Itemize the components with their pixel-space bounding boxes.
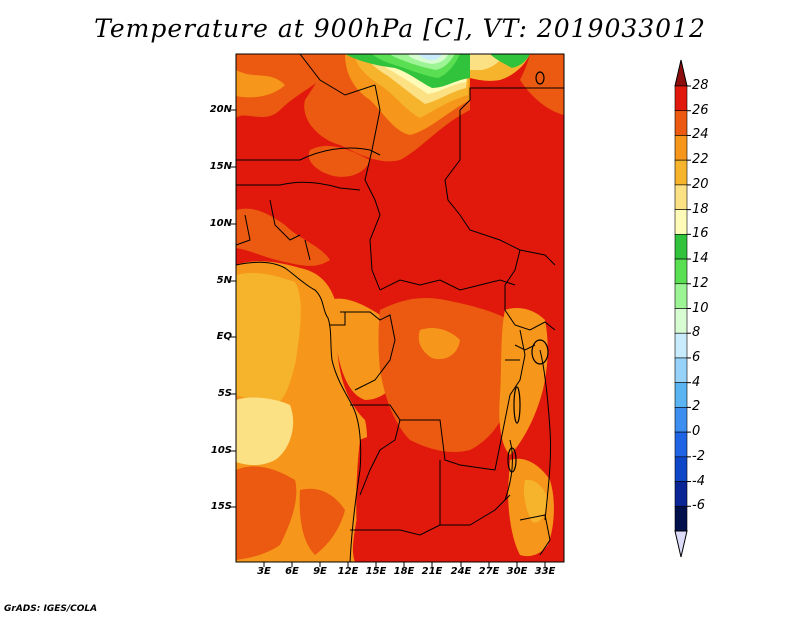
- field-lakes-22: [499, 308, 548, 455]
- field-atl-20: [236, 272, 301, 405]
- colorbar-label: 18: [692, 201, 709, 217]
- colorbar: [674, 59, 691, 558]
- colorbar-swatch: [674, 481, 688, 507]
- colorbar-bottom-triangle: [674, 530, 688, 558]
- colorbar-label: 6: [692, 349, 701, 365]
- field-ne-14: [490, 54, 530, 68]
- lon-label-21e: 21E: [421, 566, 443, 577]
- field-atl-24: [236, 466, 297, 560]
- colorbar-swatch: [674, 382, 688, 408]
- colorbar-swatch: [674, 283, 688, 309]
- colorbar-label: 10: [692, 300, 709, 316]
- lon-label-30e: 30E: [506, 566, 528, 577]
- colorbar-swatch: [674, 110, 688, 136]
- political-borders: [236, 54, 564, 562]
- lat-label-20n: 20N: [209, 104, 232, 115]
- colorbar-swatch: [674, 234, 688, 260]
- lon-label-33e: 33E: [534, 566, 556, 577]
- lat-label-15n: 15N: [209, 161, 232, 172]
- colorbar-swatch: [674, 135, 688, 161]
- field-central-24: [378, 298, 516, 452]
- field-n-6: [418, 54, 442, 60]
- lat-label-10s: 10S: [210, 445, 232, 456]
- lon-label-12e: 12E: [337, 566, 359, 577]
- colorbar-label: -6: [692, 498, 705, 514]
- colorbar-label: 0: [692, 424, 701, 440]
- lon-label-24e: 24E: [450, 566, 472, 577]
- colorbar-label: 4: [692, 374, 701, 390]
- colorbar-swatch: [674, 258, 688, 285]
- colorbar-swatch: [674, 209, 688, 235]
- map-frame: [235, 53, 565, 563]
- lon-label-3e: 3E: [257, 566, 271, 577]
- colorbar-swatch: [674, 456, 688, 482]
- colorbar-label: 26: [692, 102, 709, 118]
- lat-label-eq: EQ: [216, 331, 232, 342]
- colorbar-label: 28: [692, 78, 709, 93]
- colorbar-swatch: [674, 184, 688, 210]
- field-w-24: [236, 208, 330, 266]
- field-ne-24: [520, 54, 564, 115]
- lat-label-10n: 10N: [209, 218, 232, 229]
- colorbar-swatch: [674, 407, 688, 433]
- colorbar-swatch: [674, 431, 688, 458]
- colorbar-label: 14: [692, 251, 709, 267]
- colorbar-swatch: [674, 357, 688, 383]
- lon-label-15e: 15E: [365, 566, 387, 577]
- lon-label-6e: 6E: [285, 566, 299, 577]
- axis-ticks: [231, 109, 546, 567]
- field-se-20: [523, 479, 548, 523]
- field-nw-24: [236, 54, 345, 118]
- colorbar-label: 16: [692, 226, 709, 242]
- grads-credit: GrADS: IGES/COLA: [4, 604, 98, 614]
- map-title: Temperature at 900hPa [C], VT: 201903301…: [94, 14, 706, 43]
- field-atl-24b: [299, 488, 345, 555]
- colorbar-label: -4: [692, 473, 705, 489]
- colorbar-label: 2: [692, 399, 701, 415]
- field-atl-18: [236, 397, 294, 466]
- field-central-22: [418, 328, 460, 360]
- lakes: [507, 71, 549, 473]
- colorbar-label: 8: [692, 325, 701, 341]
- colorbar-swatch: [674, 505, 688, 532]
- lon-label-18e: 18E: [393, 566, 415, 577]
- lat-label-5n: 5N: [216, 275, 232, 286]
- lat-label-15s: 15S: [210, 501, 232, 512]
- colorbar-label: 12: [692, 275, 709, 291]
- field-c-24: [308, 145, 370, 177]
- temperature-field: [236, 54, 564, 562]
- lon-label-27e: 27E: [478, 566, 500, 577]
- field-nw-22: [236, 70, 285, 98]
- colorbar-label: 22: [692, 152, 709, 168]
- colorbar-label: -2: [692, 448, 705, 464]
- colorbar-swatch: [674, 308, 688, 334]
- coastline-west: [236, 261, 362, 562]
- lat-label-5s: 5S: [217, 388, 232, 399]
- colorbar-label: 24: [692, 127, 709, 143]
- colorbar-top-triangle: [674, 59, 688, 87]
- colorbar-label: 20: [692, 176, 709, 192]
- colorbar-swatch: [674, 85, 688, 112]
- lon-label-9e: 9E: [313, 566, 327, 577]
- colorbar-swatch: [674, 159, 688, 186]
- colorbar-swatch: [674, 332, 688, 359]
